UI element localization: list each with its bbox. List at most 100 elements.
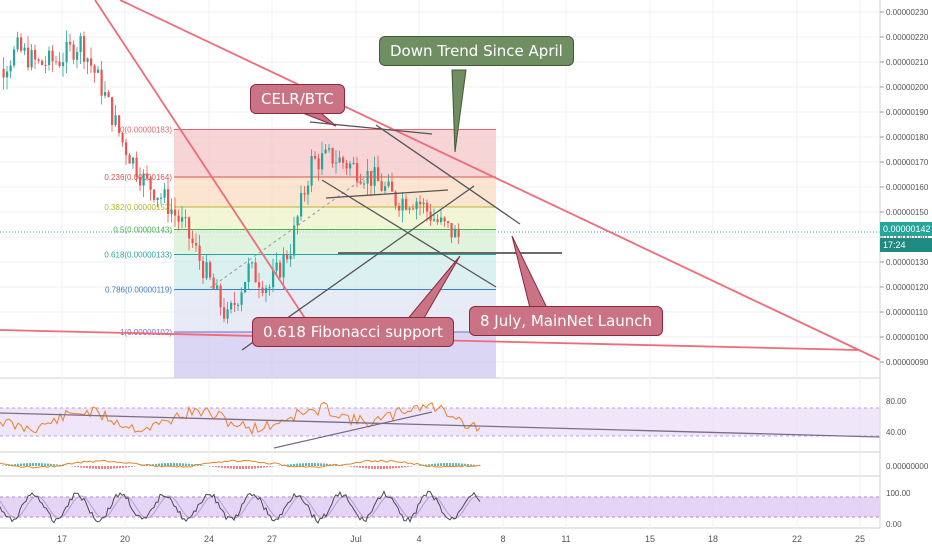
price-tick-label: 0.00000180 [886, 133, 929, 142]
fib-level-label: 0(0.00000183) [120, 126, 172, 135]
time-tick-label: 8 [500, 534, 505, 544]
rsi-line [0, 401, 481, 436]
candle-body [373, 167, 376, 186]
candle-body [296, 216, 299, 226]
candle-body [184, 217, 187, 219]
price-tick-label: 0.00000110 [886, 308, 928, 317]
candle-body [405, 198, 408, 210]
candle-body [258, 282, 261, 288]
price-tick-label: 0.00000160 [886, 183, 929, 192]
candle-body [76, 52, 79, 60]
fib-level-label: 0.382(0.00000152) [104, 203, 172, 212]
candle-body [69, 41, 72, 45]
candle-body [447, 221, 450, 224]
candle-body [146, 173, 149, 178]
price-tick-label: 0.00000120 [886, 283, 929, 292]
candle-body [247, 263, 250, 283]
candle-body [90, 58, 93, 66]
price-tick-label: 0.00000190 [886, 108, 929, 117]
candle-body [100, 69, 103, 96]
candle-body [72, 44, 75, 60]
time-axis[interactable]: 17 20 24 27 Jul 4 8 11 15 18 22 25 [57, 534, 865, 544]
fib-support-callout[interactable]: 0.618 Fibonacci support [252, 317, 454, 347]
candle-body [240, 292, 243, 305]
candle-body [191, 238, 194, 244]
candle-body [41, 60, 44, 65]
price-tick-label: 0.00000220 [886, 33, 929, 42]
price-tick-label: 0.00000170 [886, 158, 929, 167]
fib-level-label: 1(0.00000102) [120, 328, 172, 337]
candle-body [342, 157, 345, 163]
rsi-rising-trendline [273, 411, 433, 449]
symbol-pointer [299, 111, 337, 127]
price-tick-label: 0.00000140 [886, 233, 929, 242]
candle-body [48, 50, 51, 66]
stoch-d-line [0, 495, 481, 519]
price-tick-label: 0.00000230 [886, 8, 929, 17]
candle-body [317, 158, 320, 170]
price-tick-label: 0.00000210 [886, 58, 929, 67]
candle-body [233, 302, 236, 305]
candle-body [44, 64, 47, 66]
candle-body [212, 277, 215, 289]
candle-body [104, 92, 107, 96]
downtrend-callout[interactable]: Down Trend Since April [379, 36, 574, 66]
candle-body [324, 149, 327, 154]
candle-body [167, 189, 170, 214]
time-tick-label: 24 [204, 534, 214, 544]
time-tick-label: 25 [855, 534, 865, 544]
candle-body [303, 192, 306, 195]
time-tick-label: 4 [416, 534, 421, 544]
candle-body [300, 192, 303, 217]
candle-body [254, 262, 257, 283]
candle-body [363, 183, 366, 185]
candle-body [198, 245, 201, 261]
macd-tick-label: 0.00000000 [886, 462, 929, 471]
fib-level-label: 0.5(0.00000143) [113, 226, 172, 235]
candle-body [286, 254, 289, 260]
candle-body [58, 61, 61, 67]
time-tick-label: 20 [120, 534, 130, 544]
candle-body [275, 262, 278, 271]
candle-body [415, 201, 418, 210]
mainnet-callout[interactable]: 8 July, MainNet Launch [469, 306, 664, 336]
price-candles [2, 30, 460, 324]
candle-body [377, 167, 380, 182]
mid-line [325, 189, 449, 199]
candle-body [226, 309, 229, 319]
time-tick-label: 27 [267, 534, 277, 544]
steep-downtrend-line [94, 0, 319, 339]
candle-body [268, 287, 271, 289]
time-tick-label: 11 [561, 534, 570, 544]
candle-body [261, 287, 264, 293]
candle-body [314, 155, 317, 159]
candle-body [132, 157, 135, 164]
candle-body [9, 65, 12, 72]
price-tick-label: 0.00000150 [886, 208, 929, 217]
channel-upper-line [375, 124, 521, 225]
candle-body [125, 142, 128, 155]
candle-body [380, 181, 383, 191]
time-tick-label: 15 [645, 534, 655, 544]
candle-body [394, 191, 397, 206]
candle-body [331, 148, 334, 164]
candle-body [279, 262, 282, 278]
april-downtrend-line [119, 0, 881, 361]
candle-body [128, 154, 131, 164]
candle-body [142, 173, 145, 186]
candle-body [454, 228, 457, 238]
candle-body [293, 225, 296, 256]
price-axis[interactable]: 0.00000230 0.00000220 0.00000210 0.00000200… [879, 0, 932, 550]
candle-body [457, 228, 460, 238]
fib-zone [174, 229, 496, 255]
fib-level-label: 0.236(0.00000164) [104, 173, 172, 182]
candle-body [289, 255, 292, 260]
candle-body [27, 47, 30, 68]
candle-body [412, 208, 415, 210]
candle-body [219, 285, 222, 308]
candle-body [230, 302, 233, 310]
symbol-callout[interactable]: CELR/BTC [250, 84, 345, 114]
candle-body [436, 219, 439, 223]
candle-body [153, 189, 156, 200]
